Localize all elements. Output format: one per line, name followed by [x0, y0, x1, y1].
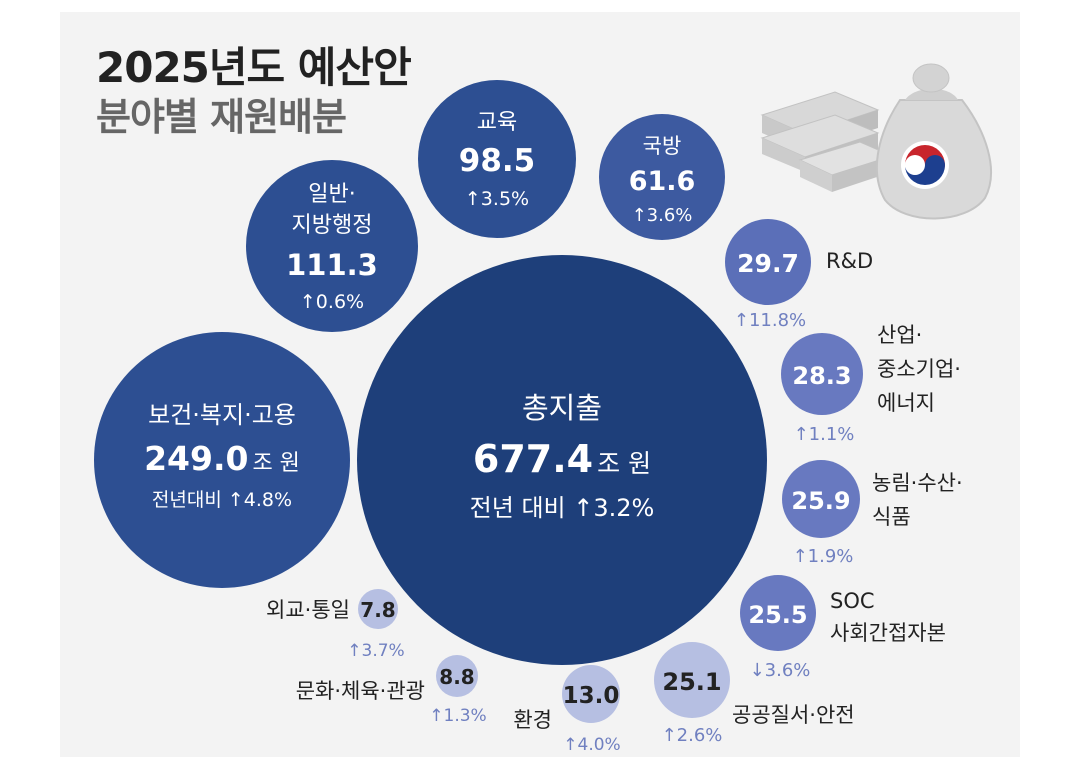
bubble-label: 문화·체육·관광 [296, 679, 425, 703]
bubble-change: ↑4.0% [563, 735, 620, 755]
bubble-change: ↑11.8% [734, 310, 806, 331]
taegeuk-emblem-icon [901, 141, 949, 189]
bubble-label: R&D [826, 249, 873, 273]
bubble-industry-energy: 28.3 산업· 중소기업· 에너지 ↑1.1% [781, 323, 961, 445]
bubble-public-order: 25.1 공공질서·안전 ↑2.6% [654, 642, 855, 746]
total-label: 총지출 [522, 391, 602, 425]
bubble-label: 공공질서·안전 [732, 703, 855, 727]
bubble-label-line: 산업· [877, 323, 922, 347]
bubble-change: ↑1.9% [793, 546, 854, 567]
bubble-label-line: 지방행정 [292, 213, 373, 238]
total-change: 전년 대비 ↑3.2% [470, 494, 655, 522]
bubble-value: 25.5 [748, 601, 807, 629]
bubble-culture-tourism: 8.8 문화·체육·관광 ↑1.3% [296, 655, 487, 726]
bubble-label-line: 사회간접자본 [830, 621, 946, 645]
bubble-label-line: 일반· [308, 182, 355, 207]
bubble-change: ↑3.6% [632, 205, 693, 226]
bubble-value: 8.8 [439, 665, 474, 689]
bubble-change: ↑0.6% [300, 291, 364, 313]
bubble-label: 보건·복지·고용 [148, 401, 296, 429]
money-bag-icon [760, 63, 993, 220]
bubble-environment: 13.0 환경 ↑4.0% [513, 665, 621, 755]
bubble-label-line: 에너지 [877, 391, 935, 415]
bubble-change: ↑3.5% [465, 188, 529, 210]
bubble-change: ↑3.7% [347, 641, 404, 661]
bubble-value: 111.3 [286, 248, 378, 282]
chart-subtitle: 분야별 재원배분 [96, 95, 347, 139]
bubble-label-line: 식품 [872, 505, 911, 529]
bubble-value: 249.0 조 원 [144, 439, 300, 478]
bubble-label: 환경 [513, 708, 552, 732]
bubble-value: 25.1 [662, 668, 721, 696]
bubble-value: 28.3 [792, 362, 851, 390]
bubble-change: ↓3.6% [750, 660, 811, 681]
bubble-diplomacy: 7.8 외교·통일 ↑3.7% [266, 589, 405, 661]
bubble-agriculture: 25.9 농림·수산· 식품 ↑1.9% [782, 460, 963, 567]
bubble-change: ↑1.1% [794, 424, 855, 445]
bubble-label-line: SOC [830, 589, 875, 613]
bubble-label-line: 농림·수산· [872, 471, 963, 495]
bubble-change: ↑2.6% [662, 725, 723, 746]
bubble-rnd: 29.7 R&D ↑11.8% [725, 219, 873, 331]
bubble-label: 교육 [477, 110, 517, 135]
bubble-change: ↑1.3% [429, 706, 486, 726]
bubble-value: 29.7 [737, 249, 799, 278]
cash-stack-icon [760, 91, 894, 192]
bubble-value: 7.8 [360, 598, 395, 622]
total-value: 677.4 조 원 [473, 437, 651, 481]
bubble-defense: 국방 61.6 ↑3.6% [599, 114, 725, 240]
bubble-change: 전년대비 ↑4.8% [152, 489, 292, 511]
bubble-general-administration: 일반· 지방행정 111.3 ↑0.6% [246, 160, 418, 332]
bubble-soc: 25.5 SOC 사회간접자본 ↓3.6% [740, 575, 946, 681]
chart-title: 2025년도 예산안 [96, 43, 412, 92]
bubble-education: 교육 98.5 ↑3.5% [418, 80, 576, 238]
bubble-label: 국방 [643, 134, 682, 158]
bubble-value: 13.0 [563, 683, 620, 709]
bubble-value: 98.5 [459, 143, 536, 179]
bubble-total: 총지출 677.4 조 원 전년 대비 ↑3.2% [357, 255, 767, 665]
bubble-label: 외교·통일 [266, 598, 350, 622]
bubble-value: 61.6 [629, 166, 696, 197]
bubble-label-line: 중소기업· [877, 357, 961, 381]
bubble-health-welfare: 보건·복지·고용 249.0 조 원 전년대비 ↑4.8% [94, 332, 350, 588]
bubble-value: 25.9 [791, 487, 850, 515]
